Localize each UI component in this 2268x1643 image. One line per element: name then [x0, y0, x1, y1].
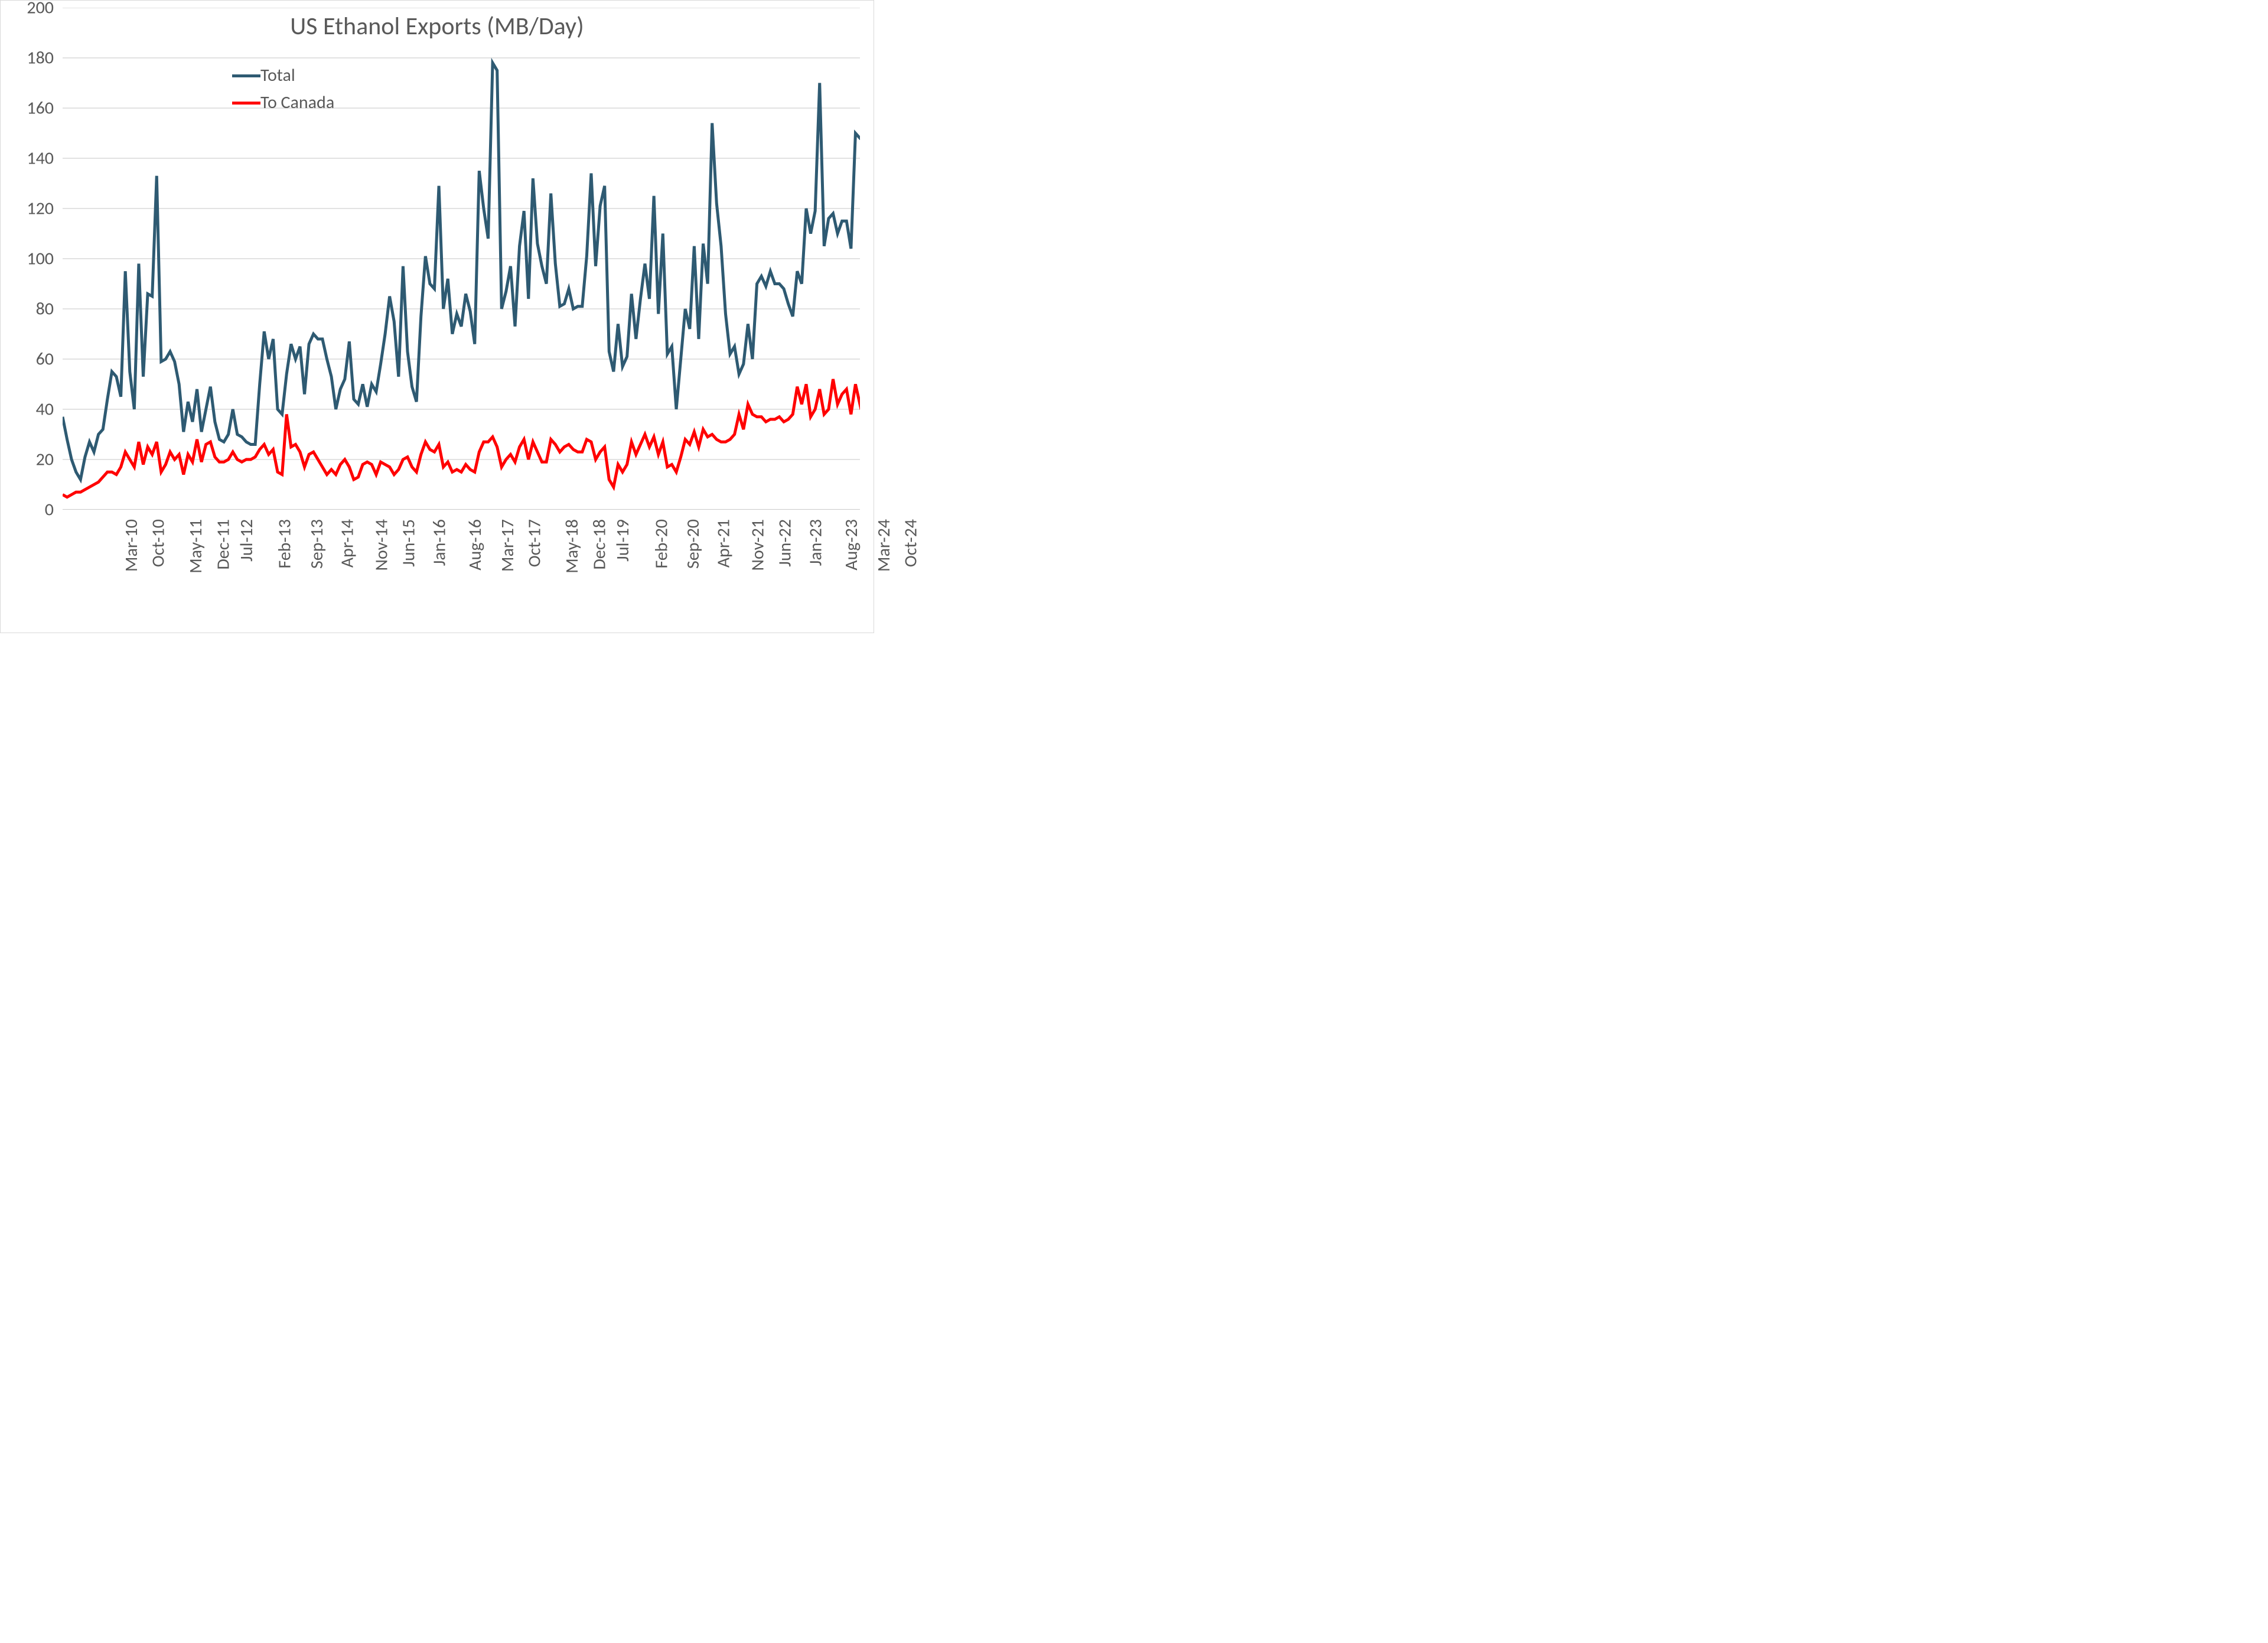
- x-tick-label: Oct-24: [900, 519, 922, 567]
- y-tick-label: 80: [6, 298, 54, 320]
- legend-label: To Canada: [260, 94, 334, 112]
- y-tick-label: 120: [6, 198, 54, 220]
- y-tick-label: 40: [6, 399, 54, 420]
- x-tick-label: Apr-14: [336, 519, 358, 568]
- series-line-canada: [63, 379, 860, 497]
- y-tick-label: 100: [6, 248, 54, 270]
- x-tick-label: Jan-16: [428, 519, 450, 566]
- x-tick-label: Dec-18: [589, 519, 611, 570]
- x-tick-label: Aug-16: [464, 519, 486, 571]
- x-tick-label: May-18: [561, 519, 583, 573]
- x-tick-label: Sep-13: [306, 519, 328, 569]
- y-tick-label: 160: [6, 97, 54, 119]
- y-tick-label: 200: [6, 0, 54, 19]
- x-tick-label: Jan-23: [804, 519, 826, 566]
- y-tick-label: 20: [6, 449, 54, 471]
- x-tick-label: Jul-12: [236, 519, 258, 562]
- x-tick-label: Apr-21: [712, 519, 734, 568]
- legend-item-canada: To Canada: [232, 94, 334, 112]
- x-tick-label: Feb-13: [274, 519, 296, 569]
- x-tick-label: Jun-15: [397, 519, 419, 567]
- legend-swatch: [232, 74, 260, 77]
- chart-container: US Ethanol Exports (MB/Day) 020406080100…: [0, 0, 874, 633]
- y-tick-label: 60: [6, 348, 54, 370]
- x-tick-label: Mar-17: [497, 519, 519, 572]
- x-tick-label: Mar-24: [873, 519, 895, 572]
- x-tick-label: Sep-20: [682, 519, 704, 569]
- legend-label: Total: [260, 67, 295, 84]
- x-tick-label: Feb-20: [650, 519, 672, 569]
- x-tick-label: Oct-17: [523, 519, 545, 567]
- x-tick-label: Jul-19: [612, 519, 634, 562]
- x-tick-label: Dec-11: [213, 519, 234, 570]
- x-tick-label: Mar-10: [120, 519, 142, 572]
- y-tick-label: 0: [6, 499, 54, 521]
- x-tick-label: Aug-23: [840, 519, 862, 571]
- y-tick-label: 140: [6, 148, 54, 169]
- x-tick-label: May-11: [185, 519, 207, 573]
- x-tick-label: Nov-21: [747, 519, 768, 571]
- y-tick-label: 180: [6, 47, 54, 69]
- x-tick-label: Nov-14: [370, 519, 392, 571]
- x-tick-label: Jun-22: [774, 519, 796, 567]
- legend-item-total: Total: [232, 67, 334, 84]
- legend-swatch: [232, 102, 260, 105]
- x-tick-label: Oct-10: [147, 519, 169, 567]
- plot-area: [63, 8, 860, 510]
- legend: Total To Canada: [232, 67, 334, 112]
